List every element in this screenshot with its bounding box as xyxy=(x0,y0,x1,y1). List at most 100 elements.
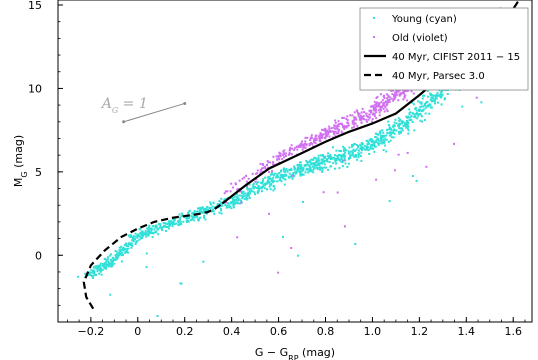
point xyxy=(365,112,368,115)
point xyxy=(173,223,176,226)
point xyxy=(324,135,327,138)
point xyxy=(387,140,390,143)
point xyxy=(342,154,345,157)
point xyxy=(416,117,419,120)
point xyxy=(379,108,382,111)
point xyxy=(300,142,303,145)
point xyxy=(365,120,368,123)
point xyxy=(421,105,423,108)
point xyxy=(437,101,439,104)
point xyxy=(304,136,307,139)
point xyxy=(134,235,136,238)
point xyxy=(147,234,150,237)
point xyxy=(315,157,318,160)
point xyxy=(268,185,271,188)
point xyxy=(386,102,389,105)
point xyxy=(196,216,199,219)
point xyxy=(334,135,337,138)
x-tick-label: 0.4 xyxy=(223,325,241,338)
point xyxy=(275,175,278,178)
point xyxy=(368,110,371,113)
legend-marker xyxy=(373,36,375,38)
point xyxy=(302,173,305,176)
point xyxy=(339,122,342,125)
point xyxy=(151,236,154,239)
x-tick-label: 1.0 xyxy=(364,325,382,338)
point xyxy=(235,198,238,201)
point xyxy=(416,113,418,116)
point xyxy=(320,133,323,136)
point xyxy=(377,105,379,108)
point xyxy=(244,192,247,195)
point xyxy=(106,258,109,261)
point xyxy=(323,157,326,160)
point xyxy=(382,131,385,134)
point xyxy=(332,156,335,159)
point xyxy=(399,130,402,133)
point xyxy=(245,197,247,200)
point xyxy=(351,149,354,152)
point xyxy=(283,169,286,172)
point xyxy=(343,147,346,150)
point xyxy=(290,167,293,170)
point xyxy=(415,179,418,182)
x-tick-label: 1.2 xyxy=(411,325,429,338)
point xyxy=(115,256,118,259)
point xyxy=(161,229,164,232)
point xyxy=(321,160,324,163)
point xyxy=(461,105,464,108)
point xyxy=(415,109,418,112)
point xyxy=(92,274,95,277)
point xyxy=(304,140,307,143)
point xyxy=(289,169,291,172)
point xyxy=(282,150,285,153)
point xyxy=(382,102,385,105)
point xyxy=(317,162,320,165)
point xyxy=(313,166,316,169)
point xyxy=(218,200,221,202)
point xyxy=(378,102,381,105)
point xyxy=(226,204,228,207)
point xyxy=(239,190,242,193)
point xyxy=(400,93,403,96)
point xyxy=(340,149,343,152)
point xyxy=(182,220,185,223)
point xyxy=(111,264,114,267)
point xyxy=(282,177,285,180)
point xyxy=(236,195,239,198)
point xyxy=(399,127,402,130)
point xyxy=(353,154,356,157)
point xyxy=(343,157,346,160)
point xyxy=(312,138,315,141)
point xyxy=(425,165,428,168)
point xyxy=(110,258,112,261)
point xyxy=(342,159,345,162)
point xyxy=(408,119,411,121)
point xyxy=(376,138,379,141)
x-axis-label: G − GRP (mag) xyxy=(255,346,335,360)
point xyxy=(357,155,360,158)
point xyxy=(369,147,372,150)
point xyxy=(260,168,262,171)
point xyxy=(243,197,246,200)
point xyxy=(235,202,237,204)
point xyxy=(405,115,408,118)
point xyxy=(162,226,165,228)
point xyxy=(126,250,129,252)
point xyxy=(212,208,214,211)
point xyxy=(400,127,403,130)
point xyxy=(340,156,343,159)
point xyxy=(347,158,350,161)
point xyxy=(390,89,393,92)
point xyxy=(315,164,317,167)
point xyxy=(354,150,356,153)
point xyxy=(120,251,123,254)
point xyxy=(103,263,106,266)
point xyxy=(399,131,402,134)
point xyxy=(402,120,405,123)
point xyxy=(401,92,404,94)
point xyxy=(214,205,217,208)
point xyxy=(242,190,245,193)
point xyxy=(99,262,102,265)
point xyxy=(373,109,376,112)
